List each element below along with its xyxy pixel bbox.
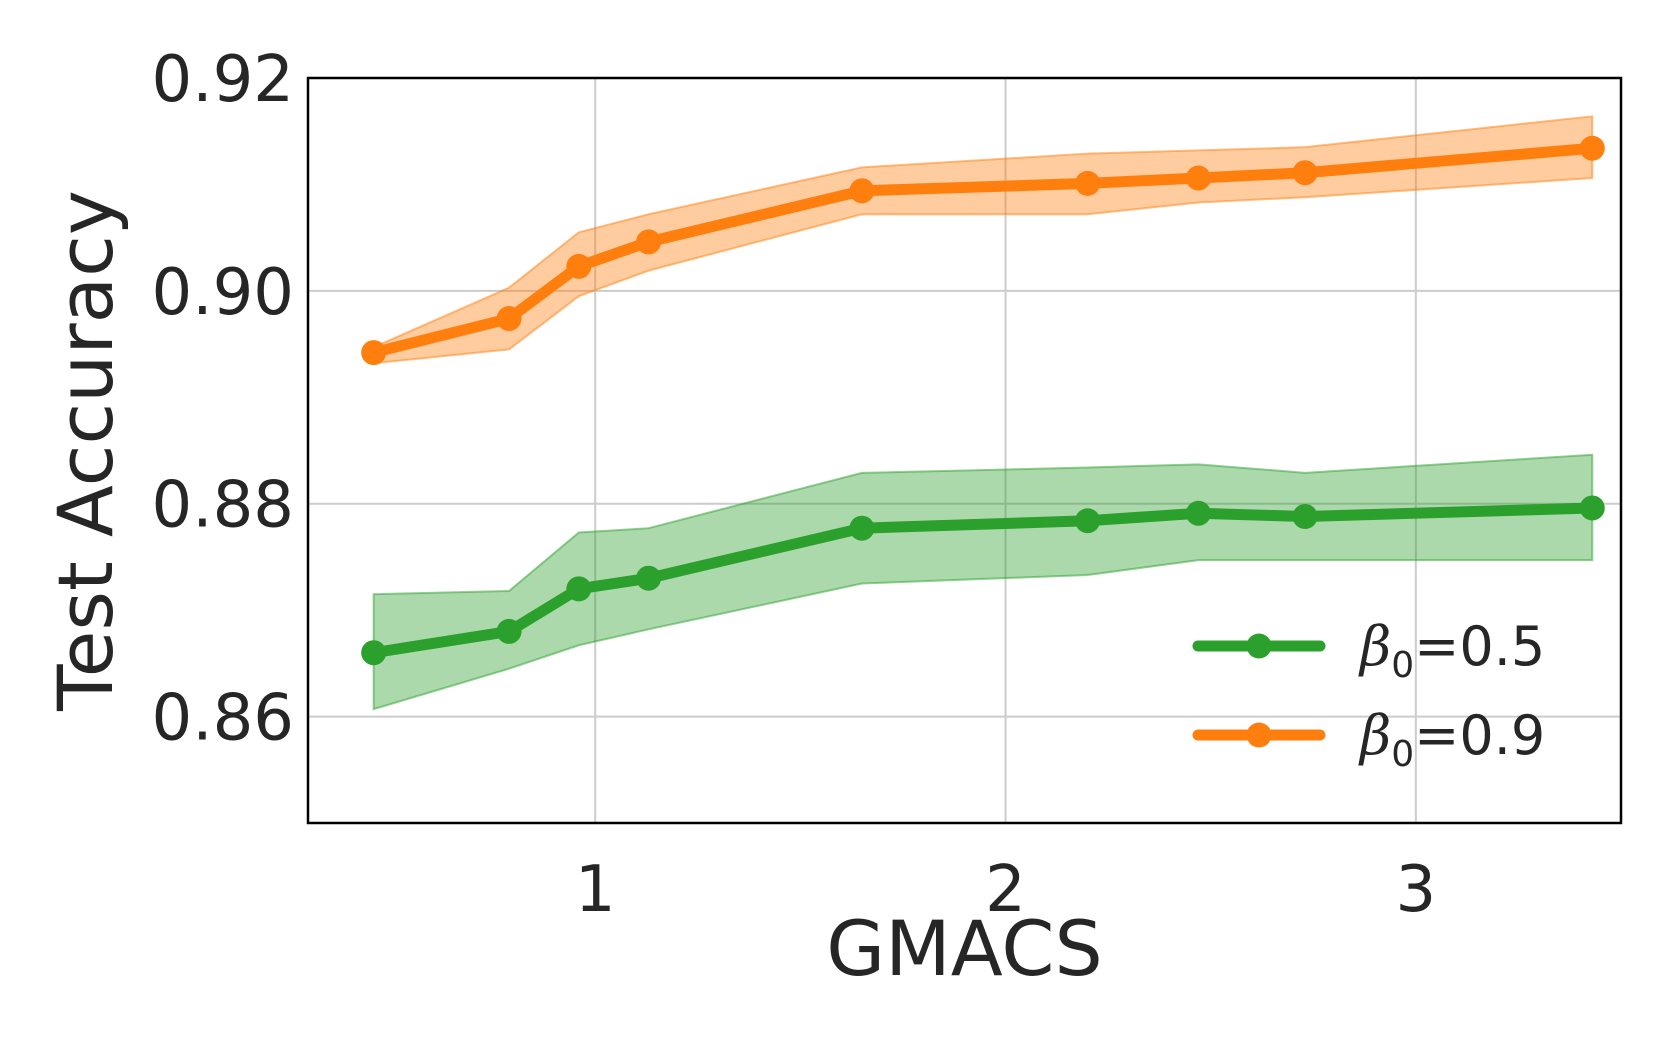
data-point — [636, 565, 662, 591]
data-point — [1075, 508, 1101, 534]
legend-symbol: β — [1358, 704, 1391, 767]
legend-value: =0.9 — [1414, 704, 1545, 767]
legend-subscript: 0 — [1391, 734, 1414, 775]
legend-value: =0.5 — [1414, 615, 1545, 678]
data-point — [1292, 503, 1318, 529]
y-tick-label: 0.92 — [152, 43, 295, 117]
legend-label: β0=0.5 — [1358, 615, 1545, 686]
plot-frame — [306, 76, 1623, 825]
legend-item: β0=0.5 — [1192, 615, 1545, 686]
y-axis-label: Test Accuracy — [41, 190, 130, 712]
data-point — [566, 253, 592, 279]
data-point — [636, 229, 662, 255]
y-tick-label: 0.86 — [152, 682, 295, 756]
data-point — [1579, 135, 1605, 161]
data-point — [849, 178, 875, 204]
legend: β0=0.5β0=0.9 — [1192, 615, 1545, 775]
data-point — [1185, 500, 1211, 526]
data-point — [496, 306, 522, 332]
data-point — [1579, 495, 1605, 521]
data-point — [496, 618, 522, 644]
data-point — [361, 640, 387, 666]
data-point — [1075, 170, 1101, 196]
confidence-bands — [372, 115, 1594, 711]
data-point — [361, 340, 387, 366]
legend-symbol: β — [1358, 615, 1391, 678]
x-tick-label: 3 — [1395, 853, 1436, 927]
y-tick-label: 0.88 — [152, 469, 295, 543]
y-tick-labels: 0.86 0.88 0.90 0.92 — [152, 43, 295, 756]
legend-marker — [1246, 722, 1272, 748]
data-point — [849, 515, 875, 541]
legend-marker — [1246, 633, 1272, 659]
data-point — [1292, 160, 1318, 186]
confidence-band — [372, 115, 1594, 365]
y-tick-label: 0.90 — [152, 256, 295, 330]
x-tick-label: 1 — [575, 853, 616, 927]
data-point — [566, 576, 592, 602]
x-tick-label: 2 — [985, 853, 1026, 927]
legend-subscript: 0 — [1391, 645, 1414, 686]
legend-label: β0=0.9 — [1358, 704, 1545, 775]
x-axis-label: GMACS — [826, 904, 1102, 993]
x-tick-labels: 1 2 3 — [575, 853, 1436, 927]
series-points — [361, 135, 1605, 666]
data-point — [1185, 165, 1211, 191]
legend-item: β0=0.9 — [1192, 704, 1545, 775]
